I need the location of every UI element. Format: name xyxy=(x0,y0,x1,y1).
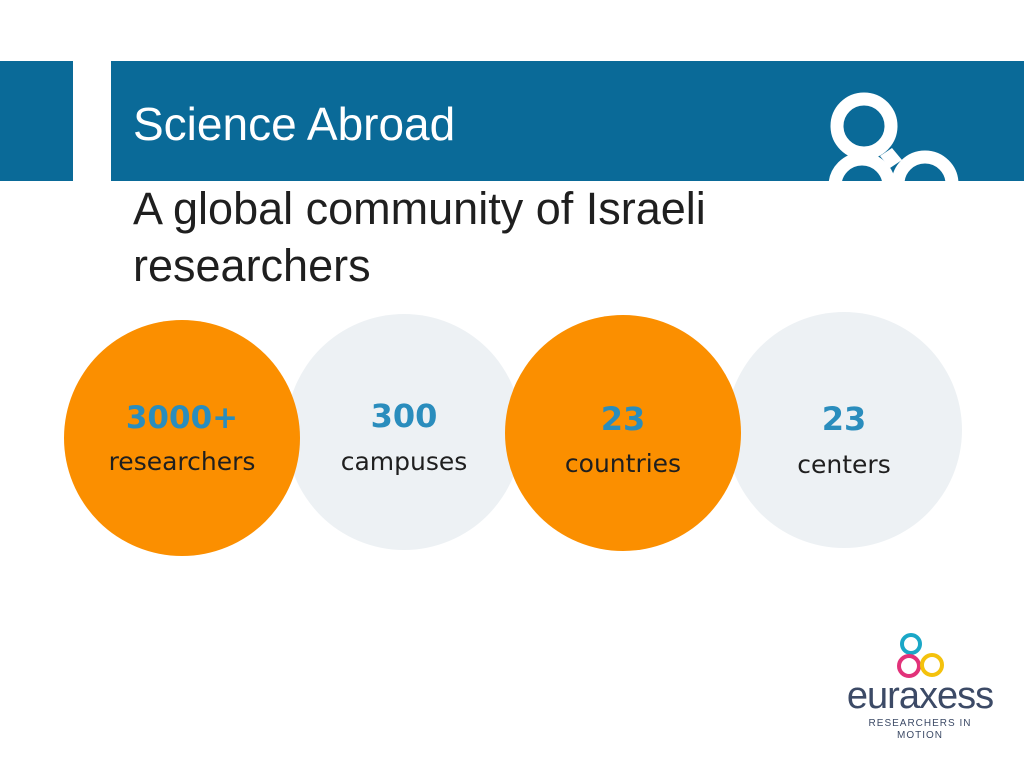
stat-label: centers xyxy=(797,450,891,479)
stat-centers: 23 centers xyxy=(726,312,962,548)
euraxess-rings-icon xyxy=(897,633,944,678)
stat-number: 23 xyxy=(600,400,646,438)
brand-wordmark: euraxess xyxy=(846,675,994,717)
stat-countries: 23 countries xyxy=(505,315,741,551)
stat-researchers: 3000+ researchers xyxy=(64,320,300,556)
stat-number: 300 xyxy=(370,397,438,435)
stat-number: 3000+ xyxy=(125,400,239,436)
header-left-block xyxy=(0,61,73,181)
stat-label: researchers xyxy=(108,447,256,476)
slide-title: Science Abroad xyxy=(133,98,456,150)
stat-label: countries xyxy=(564,449,682,478)
euraxess-logo: euraxess RESEARCHERS IN MOTION xyxy=(846,632,996,741)
slide-subtitle: A global community of Israeli researcher… xyxy=(133,183,706,291)
stat-campuses: 300 campuses xyxy=(286,314,522,550)
header-rings-icon xyxy=(822,86,962,181)
brand-tagline: RESEARCHERS IN MOTION xyxy=(868,718,972,741)
stat-label: campuses xyxy=(340,447,468,476)
stat-number: 23 xyxy=(821,400,867,438)
